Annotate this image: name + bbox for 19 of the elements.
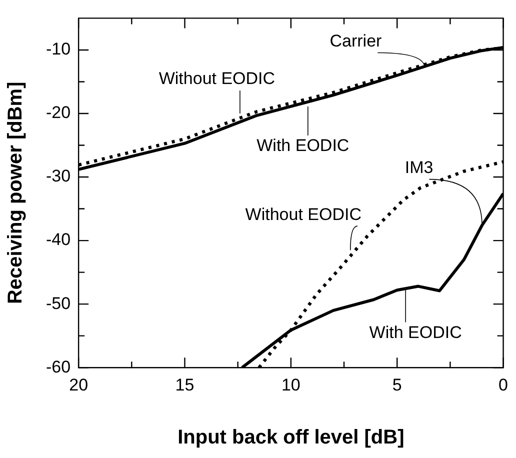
x-tick-label: 10 — [281, 375, 300, 394]
y-tick-label: -40 — [46, 230, 71, 250]
annotation: Carrier — [330, 31, 382, 50]
y-tick-label: -20 — [46, 103, 71, 122]
y-tick-label: -10 — [46, 40, 71, 59]
x-tick-label: 15 — [175, 375, 194, 394]
annotation: Without EODIC — [245, 204, 362, 224]
annotation: With EODIC — [256, 136, 350, 156]
x-axis-title: Input back off level [dB] — [178, 426, 404, 449]
x-tick-label: 5 — [392, 375, 402, 394]
y-tick-label: -50 — [46, 294, 71, 313]
y-axis-title: Receiving power [dBm] — [4, 82, 27, 304]
annotation: IM3 — [404, 158, 434, 177]
annotation: With EODIC — [369, 322, 462, 342]
x-tick-label: 20 — [69, 375, 88, 394]
annotation: Without EODIC — [158, 69, 276, 88]
y-tick-label: -30 — [46, 166, 71, 186]
x-tick-label: 0 — [498, 375, 508, 394]
y-tick-label: -60 — [46, 357, 71, 376]
